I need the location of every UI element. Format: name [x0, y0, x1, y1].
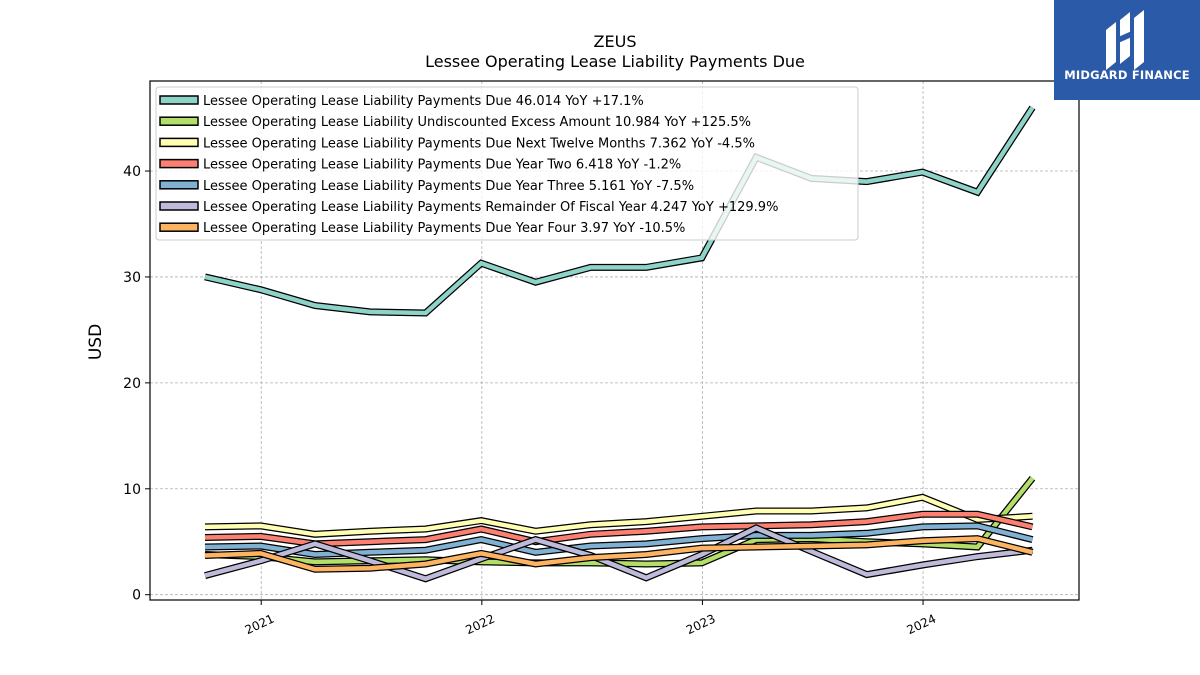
legend-label: Lessee Operating Lease Liability Payment… — [203, 158, 681, 173]
legend-label: Lessee Operating Lease Liability Payment… — [203, 179, 694, 194]
legend-label: Lessee Operating Lease Liability Payment… — [203, 200, 778, 215]
legend-label: Lessee Operating Lease Liability Payment… — [203, 136, 755, 151]
x-tick-label: 2022 — [463, 612, 497, 638]
series-line-stroke — [204, 106, 1035, 316]
legend-item: Lessee Operating Lease Liability Payment… — [159, 158, 681, 173]
series-line-stroke — [204, 511, 1034, 547]
series-line-stroke — [204, 536, 1034, 572]
legend-box — [155, 86, 859, 241]
legend: Lessee Operating Lease Liability Payment… — [155, 86, 859, 241]
legend-label: Lessee Operating Lease Liability Undisco… — [203, 115, 751, 130]
series-line — [204, 510, 1034, 548]
legend-swatch — [159, 137, 199, 148]
series-lines — [204, 105, 1036, 583]
series-line — [204, 524, 1033, 583]
legend-item: Lessee Operating Lease Liability Payment… — [159, 179, 694, 194]
y-tick-label: 30 — [123, 270, 141, 286]
series-line — [204, 535, 1034, 573]
y-tick-label: 0 — [132, 588, 141, 604]
chart-title: ZEUS — [594, 32, 637, 51]
series-line-stroke — [204, 525, 1033, 582]
y-tick-label: 20 — [123, 376, 141, 392]
legend-swatch — [159, 222, 199, 232]
legend-label: Lessee Operating Lease Liability Payment… — [203, 94, 644, 109]
legend-swatch — [159, 116, 199, 126]
x-tick-label: 2021 — [243, 612, 277, 638]
legend-swatch — [159, 180, 199, 190]
legend-item: Lessee Operating Lease Liability Payment… — [159, 94, 644, 109]
chart-subtitle: Lessee Operating Lease Liability Payment… — [425, 52, 805, 71]
legend-item: Lessee Operating Lease Liability Payment… — [159, 136, 755, 151]
brand-mark-icon — [1106, 10, 1144, 70]
brand-logo: MIDGARD FINANCE — [1054, 0, 1200, 100]
legend-item: Lessee Operating Lease Liability Payment… — [159, 221, 685, 236]
legend-label: Lessee Operating Lease Liability Payment… — [203, 221, 685, 236]
series-line — [204, 493, 1033, 538]
brand-name: MIDGARD FINANCE — [1064, 68, 1190, 82]
y-tick-label: 40 — [123, 164, 141, 180]
x-tick-label: 2023 — [684, 612, 718, 638]
series-line-stroke — [204, 494, 1033, 537]
legend-swatch — [159, 158, 199, 169]
y-axis-label: USD — [86, 324, 106, 360]
x-tick-label: 2024 — [905, 612, 939, 638]
y-tick-label: 10 — [123, 482, 141, 498]
series-line — [204, 105, 1036, 317]
legend-item: Lessee Operating Lease Liability Payment… — [159, 200, 778, 215]
legend-item: Lessee Operating Lease Liability Undisco… — [159, 115, 751, 130]
plot-frame — [149, 80, 1080, 601]
legend-swatch — [159, 201, 199, 211]
legend-swatch — [159, 95, 199, 105]
